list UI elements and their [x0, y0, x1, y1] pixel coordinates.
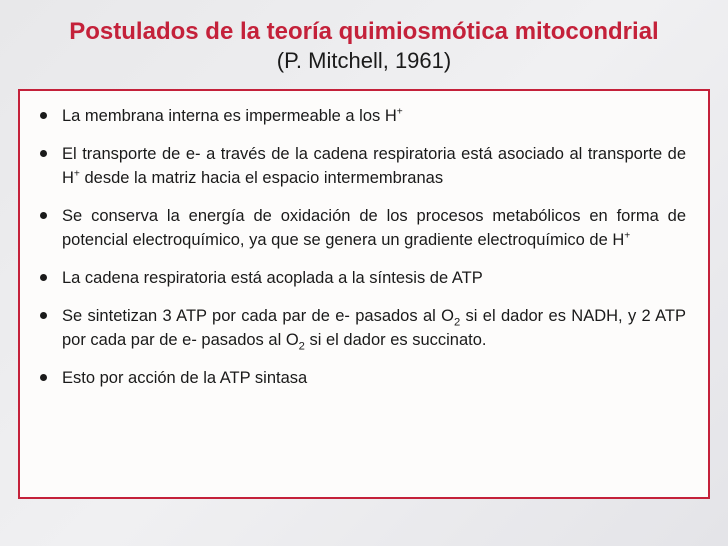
list-item: Se conserva la energía de oxidación de l…: [34, 205, 686, 253]
title-block: Postulados de la teoría quimiosmótica mi…: [18, 18, 710, 75]
list-item: Se sintetizan 3 ATP por cada par de e- p…: [34, 305, 686, 353]
list-item: El transporte de e- a través de la caden…: [34, 143, 686, 191]
title-main: Postulados de la teoría quimiosmótica mi…: [18, 18, 710, 47]
list-item: Esto por acción de la ATP sintasa: [34, 367, 686, 391]
slide: Postulados de la teoría quimiosmótica mi…: [0, 0, 728, 546]
title-sub: (P. Mitchell, 1961): [18, 47, 710, 76]
list-item: La cadena respiratoria está acoplada a l…: [34, 267, 686, 291]
content-box: La membrana interna es impermeable a los…: [18, 89, 710, 499]
postulates-list: La membrana interna es impermeable a los…: [34, 105, 686, 390]
list-item: La membrana interna es impermeable a los…: [34, 105, 686, 129]
